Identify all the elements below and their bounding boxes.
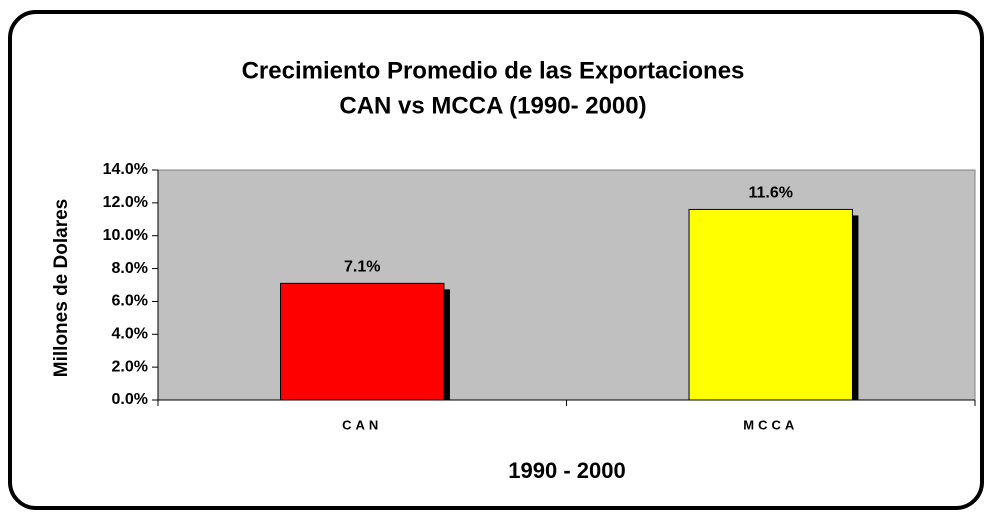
- y-tick-label: 8.0%: [112, 260, 148, 277]
- bar: [280, 282, 445, 401]
- data-label: 11.6%: [749, 185, 793, 202]
- y-tick-label: 0.0%: [112, 391, 148, 408]
- data-label: 7.1%: [344, 259, 380, 276]
- x-tick-label: CAN: [342, 417, 382, 432]
- x-axis-label: 1990 - 2000: [508, 458, 625, 483]
- chart-title: Crecimiento Promedio de las Exportacione…: [242, 57, 745, 84]
- x-tick-label: MCCA: [743, 417, 798, 432]
- y-tick-label: 10.0%: [103, 227, 148, 244]
- bar: [688, 208, 853, 401]
- y-axis-label: Millones de Dolares: [51, 199, 72, 377]
- chart-subtitle: CAN vs MCCA (1990- 2000): [339, 92, 646, 119]
- y-tick-label: 6.0%: [112, 293, 148, 310]
- y-tick-label: 12.0%: [103, 194, 148, 211]
- y-tick-label: 2.0%: [112, 358, 148, 375]
- y-tick-label: 14.0%: [103, 161, 148, 178]
- y-tick-label: 4.0%: [112, 326, 148, 343]
